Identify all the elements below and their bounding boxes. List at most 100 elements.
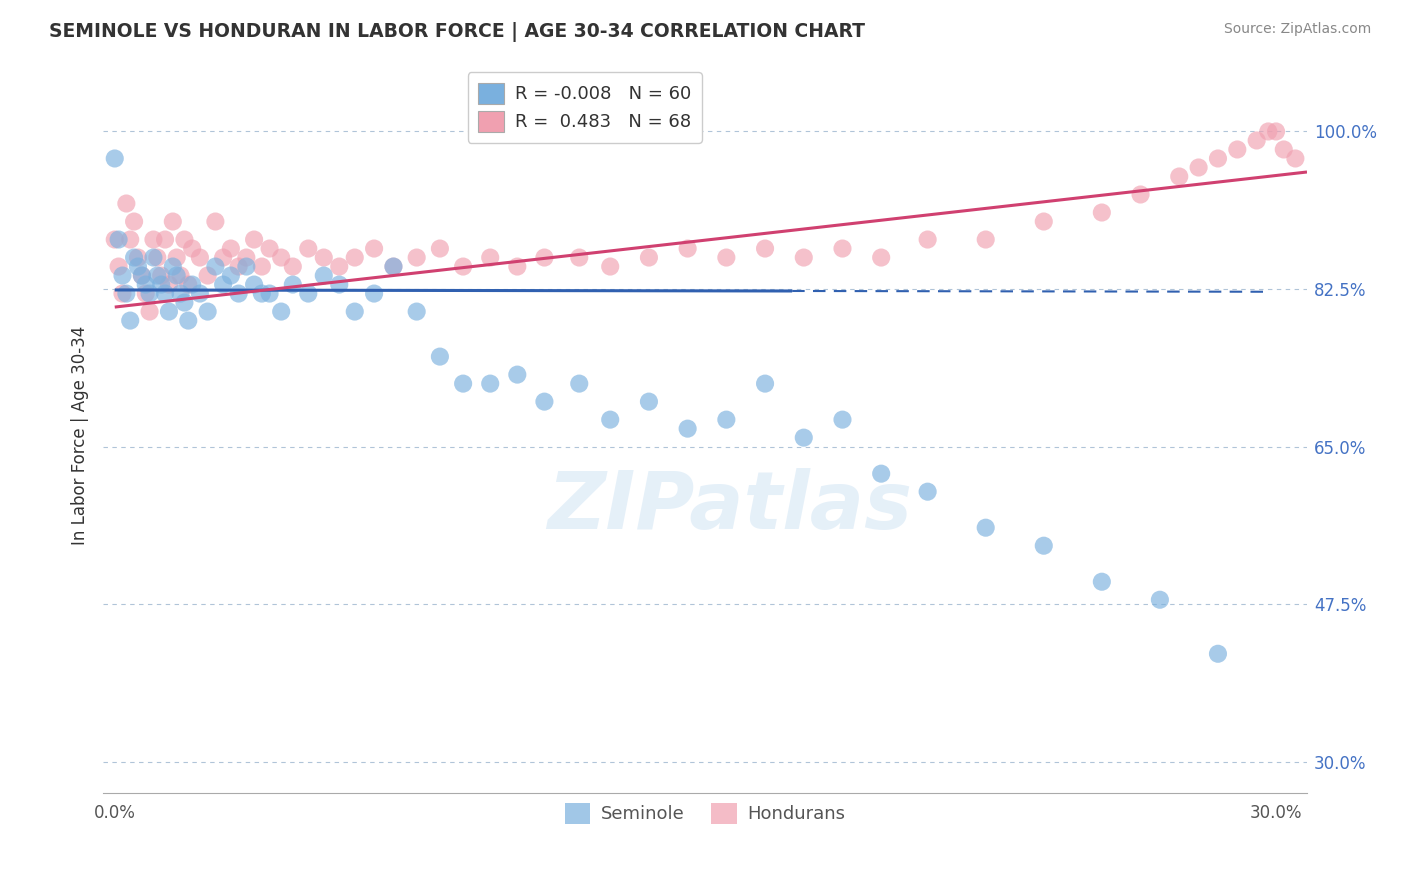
Point	[1168, 169, 1191, 184]
Point	[166, 251, 188, 265]
Point	[235, 251, 257, 265]
Point	[1272, 143, 1295, 157]
Point	[173, 233, 195, 247]
Point	[243, 233, 266, 247]
Point	[228, 260, 250, 274]
Point	[120, 313, 142, 327]
Point	[281, 277, 304, 292]
Point	[188, 286, 211, 301]
Point	[1257, 124, 1279, 138]
Point	[870, 251, 893, 265]
Point	[754, 376, 776, 391]
Y-axis label: In Labor Force | Age 30-34: In Labor Force | Age 30-34	[72, 326, 89, 545]
Point	[405, 251, 427, 265]
Point	[115, 196, 138, 211]
Point	[162, 260, 184, 274]
Point	[146, 251, 169, 265]
Point	[1091, 205, 1114, 219]
Point	[533, 251, 555, 265]
Point	[197, 304, 219, 318]
Point	[250, 260, 273, 274]
Point	[181, 242, 204, 256]
Point	[270, 251, 292, 265]
Point	[177, 313, 200, 327]
Point	[568, 376, 591, 391]
Point	[111, 268, 134, 283]
Point	[1149, 592, 1171, 607]
Point	[1187, 161, 1209, 175]
Point	[259, 286, 281, 301]
Point	[716, 251, 738, 265]
Point	[122, 214, 145, 228]
Point	[142, 251, 165, 265]
Point	[831, 412, 853, 426]
Point	[638, 394, 661, 409]
Point	[343, 304, 366, 318]
Point	[479, 251, 502, 265]
Point	[1206, 152, 1229, 166]
Point	[197, 268, 219, 283]
Point	[173, 295, 195, 310]
Point	[219, 268, 242, 283]
Point	[177, 277, 200, 292]
Point	[297, 242, 319, 256]
Text: Source: ZipAtlas.com: Source: ZipAtlas.com	[1223, 22, 1371, 37]
Text: ZIPatlas: ZIPatlas	[547, 468, 911, 546]
Point	[312, 268, 335, 283]
Point	[568, 251, 591, 265]
Point	[166, 268, 188, 283]
Point	[1206, 647, 1229, 661]
Point	[917, 484, 939, 499]
Point	[235, 260, 257, 274]
Point	[212, 251, 235, 265]
Point	[363, 242, 385, 256]
Point	[270, 304, 292, 318]
Point	[1032, 539, 1054, 553]
Point	[115, 286, 138, 301]
Point	[107, 233, 129, 247]
Point	[1226, 143, 1249, 157]
Point	[122, 251, 145, 265]
Point	[1265, 124, 1288, 138]
Legend: Seminole, Hondurans: Seminole, Hondurans	[554, 792, 856, 834]
Text: SEMINOLE VS HONDURAN IN LABOR FORCE | AGE 30-34 CORRELATION CHART: SEMINOLE VS HONDURAN IN LABOR FORCE | AG…	[49, 22, 865, 42]
Point	[451, 260, 474, 274]
Point	[328, 277, 350, 292]
Point	[127, 260, 149, 274]
Point	[1246, 133, 1268, 147]
Point	[104, 233, 127, 247]
Point	[153, 233, 176, 247]
Point	[533, 394, 555, 409]
Point	[831, 242, 853, 256]
Point	[127, 251, 149, 265]
Point	[382, 260, 405, 274]
Point	[212, 277, 235, 292]
Point	[204, 214, 226, 228]
Point	[917, 233, 939, 247]
Point	[363, 286, 385, 301]
Point	[157, 304, 180, 318]
Point	[131, 268, 153, 283]
Point	[716, 412, 738, 426]
Point	[1284, 152, 1306, 166]
Point	[506, 368, 529, 382]
Point	[676, 422, 699, 436]
Point	[157, 277, 180, 292]
Point	[793, 251, 815, 265]
Point	[281, 260, 304, 274]
Point	[599, 412, 621, 426]
Point	[228, 286, 250, 301]
Point	[146, 268, 169, 283]
Point	[328, 260, 350, 274]
Point	[451, 376, 474, 391]
Point	[343, 251, 366, 265]
Point	[1091, 574, 1114, 589]
Point	[429, 350, 451, 364]
Point	[120, 233, 142, 247]
Point	[506, 260, 529, 274]
Point	[131, 268, 153, 283]
Point	[250, 286, 273, 301]
Point	[676, 242, 699, 256]
Point	[135, 286, 157, 301]
Point	[870, 467, 893, 481]
